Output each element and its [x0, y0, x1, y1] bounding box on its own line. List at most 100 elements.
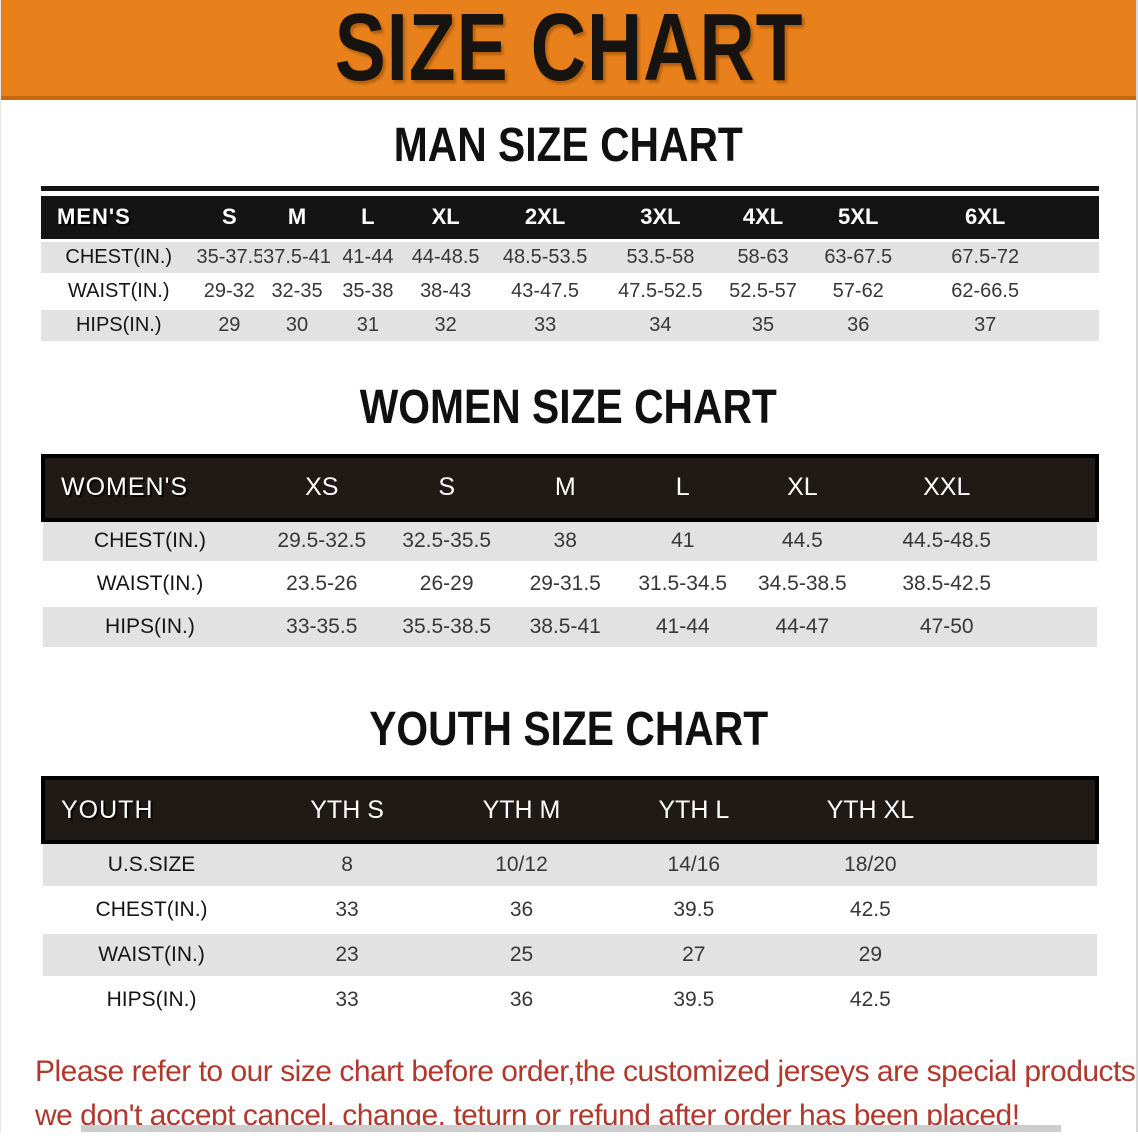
youth-header-row: YOUTH YTH S YTH M YTH L YTH XL: [40, 776, 1099, 844]
youth-hips-row: HIPS(IN.) 33 36 39.5 42.5: [43, 977, 1097, 1024]
youth-col-header: YTH L: [608, 776, 779, 844]
size-value: 33: [260, 977, 435, 1024]
row-label: U.S.SIZE: [43, 840, 261, 889]
filler-cell: [1030, 562, 1097, 607]
men-col-header: L: [331, 196, 404, 242]
size-value: 34.5-38.5: [741, 562, 863, 607]
size-value: 57-62: [807, 274, 909, 310]
size-value: 35: [718, 308, 808, 344]
disclaimer-line-1: Please refer to our size chart before or…: [35, 1054, 1138, 1088]
row-label: WAIST(IN.): [41, 274, 197, 310]
row-label: CHEST(IN.): [43, 887, 261, 934]
size-value: 58-63: [718, 240, 808, 276]
filler-cell: [1061, 240, 1099, 276]
filler-cell: [962, 977, 1097, 1024]
size-value: 39.5: [608, 977, 779, 1024]
filler-cell: [962, 932, 1097, 979]
size-value: 53.5-58: [602, 240, 719, 276]
size-value: 34: [602, 308, 719, 344]
size-value: 44-48.5: [403, 240, 488, 276]
youth-waist-row: WAIST(IN.) 23 25 27 29: [43, 932, 1097, 979]
row-label: WAIST(IN.): [43, 932, 261, 979]
size-value: 38: [506, 518, 624, 564]
filler-cell: [1061, 308, 1099, 344]
size-value: 29-31.5: [506, 562, 624, 607]
size-value: 42.5: [778, 977, 963, 1024]
filler-cell: [962, 887, 1097, 934]
women-col-header: M: [506, 453, 624, 522]
size-value: 27: [608, 932, 779, 979]
men-col-header: M: [262, 196, 332, 242]
women-col-header: L: [623, 453, 742, 522]
women-col-header: XS: [256, 453, 387, 522]
youth-col-header: YTH M: [434, 776, 609, 844]
size-value: 47-50: [862, 605, 1031, 650]
men-table-top-rule: [41, 186, 1099, 191]
size-value: 41: [623, 518, 742, 564]
row-label: HIPS(IN.): [43, 977, 261, 1024]
women-section-heading: WOMEN SIZE CHART: [359, 380, 778, 434]
women-chest-row: CHEST(IN.) 29.5-32.5 32.5-35.5 38 41 44.…: [43, 518, 1097, 564]
women-header-row: WOMEN'S XS S M L XL XXL: [41, 453, 1100, 522]
size-value: 35-37.5: [196, 240, 263, 276]
size-value: 30: [262, 308, 332, 344]
filler-cell: [962, 776, 1099, 844]
size-value: 33: [487, 308, 603, 344]
filler-cell: [1030, 453, 1100, 522]
size-value: 38.5-41: [506, 605, 624, 650]
men-col-header: 5XL: [807, 196, 909, 242]
filler-cell: [1030, 518, 1097, 564]
disclaimer: Please refer to our size chart before or…: [35, 1050, 1138, 1138]
size-value: 25: [434, 932, 609, 979]
size-value: 8: [260, 840, 435, 889]
men-size-table: MEN'S S M L XL 2XL 3XL 4XL 5XL 6XL CHEST…: [41, 196, 1099, 344]
men-col-header: 6XL: [908, 196, 1062, 242]
row-label: CHEST(IN.): [41, 240, 197, 276]
women-hips-row: HIPS(IN.) 33-35.5 35.5-38.5 38.5-41 41-4…: [43, 605, 1097, 650]
men-col-header: XL: [403, 196, 488, 242]
filler-cell: [1030, 605, 1097, 650]
size-value: 33: [260, 887, 435, 934]
youth-section-heading: YOUTH SIZE CHART: [369, 703, 768, 756]
size-value: 32.5-35.5: [386, 518, 507, 564]
row-label: HIPS(IN.): [43, 605, 257, 650]
size-value: 29: [778, 932, 963, 979]
men-section-heading: MAN SIZE CHART: [393, 119, 744, 172]
filler-cell: [962, 840, 1097, 889]
size-value: 18/20: [778, 840, 963, 889]
women-size-table: WOMEN'S XS S M L XL XXL CHEST(IN.) 29.5-…: [41, 453, 1100, 650]
size-value: 67.5-72: [908, 240, 1062, 276]
size-value: 31: [331, 308, 404, 344]
women-col-header: XL: [741, 453, 863, 522]
size-value: 29.5-32.5: [256, 518, 387, 564]
size-value: 29-32: [196, 274, 263, 310]
size-value: 52.5-57: [718, 274, 808, 310]
size-value: 26-29: [386, 562, 507, 607]
size-value: 38-43: [403, 274, 488, 310]
men-col-header: S: [196, 196, 263, 242]
size-value: 44.5-48.5: [862, 518, 1031, 564]
size-value: 35-38: [331, 274, 404, 310]
size-value: 48.5-53.5: [487, 240, 603, 276]
size-value: 41-44: [331, 240, 404, 276]
youth-table-label: YOUTH: [40, 776, 261, 844]
men-col-header: 3XL: [602, 196, 719, 242]
size-value: 63-67.5: [807, 240, 909, 276]
men-col-header: 4XL: [718, 196, 808, 242]
size-value: 32: [403, 308, 488, 344]
size-value: 39.5: [608, 887, 779, 934]
row-label: CHEST(IN.): [43, 518, 257, 564]
size-value: 36: [434, 977, 609, 1024]
size-value: 29: [196, 308, 263, 344]
youth-chest-row: CHEST(IN.) 33 36 39.5 42.5: [43, 887, 1097, 934]
youth-col-header: YTH S: [260, 776, 435, 844]
size-value: 44.5: [741, 518, 863, 564]
men-waist-row: WAIST(IN.) 29-32 32-35 35-38 38-43 43-47…: [41, 274, 1099, 310]
men-table-label: MEN'S: [41, 196, 197, 242]
men-hips-row: HIPS(IN.) 29 30 31 32 33 34 35 36 37: [41, 308, 1099, 344]
size-value: 41-44: [623, 605, 742, 650]
filler-cell: [1061, 196, 1099, 242]
size-value: 14/16: [608, 840, 779, 889]
size-value: 23: [260, 932, 435, 979]
size-value: 62-66.5: [908, 274, 1062, 310]
